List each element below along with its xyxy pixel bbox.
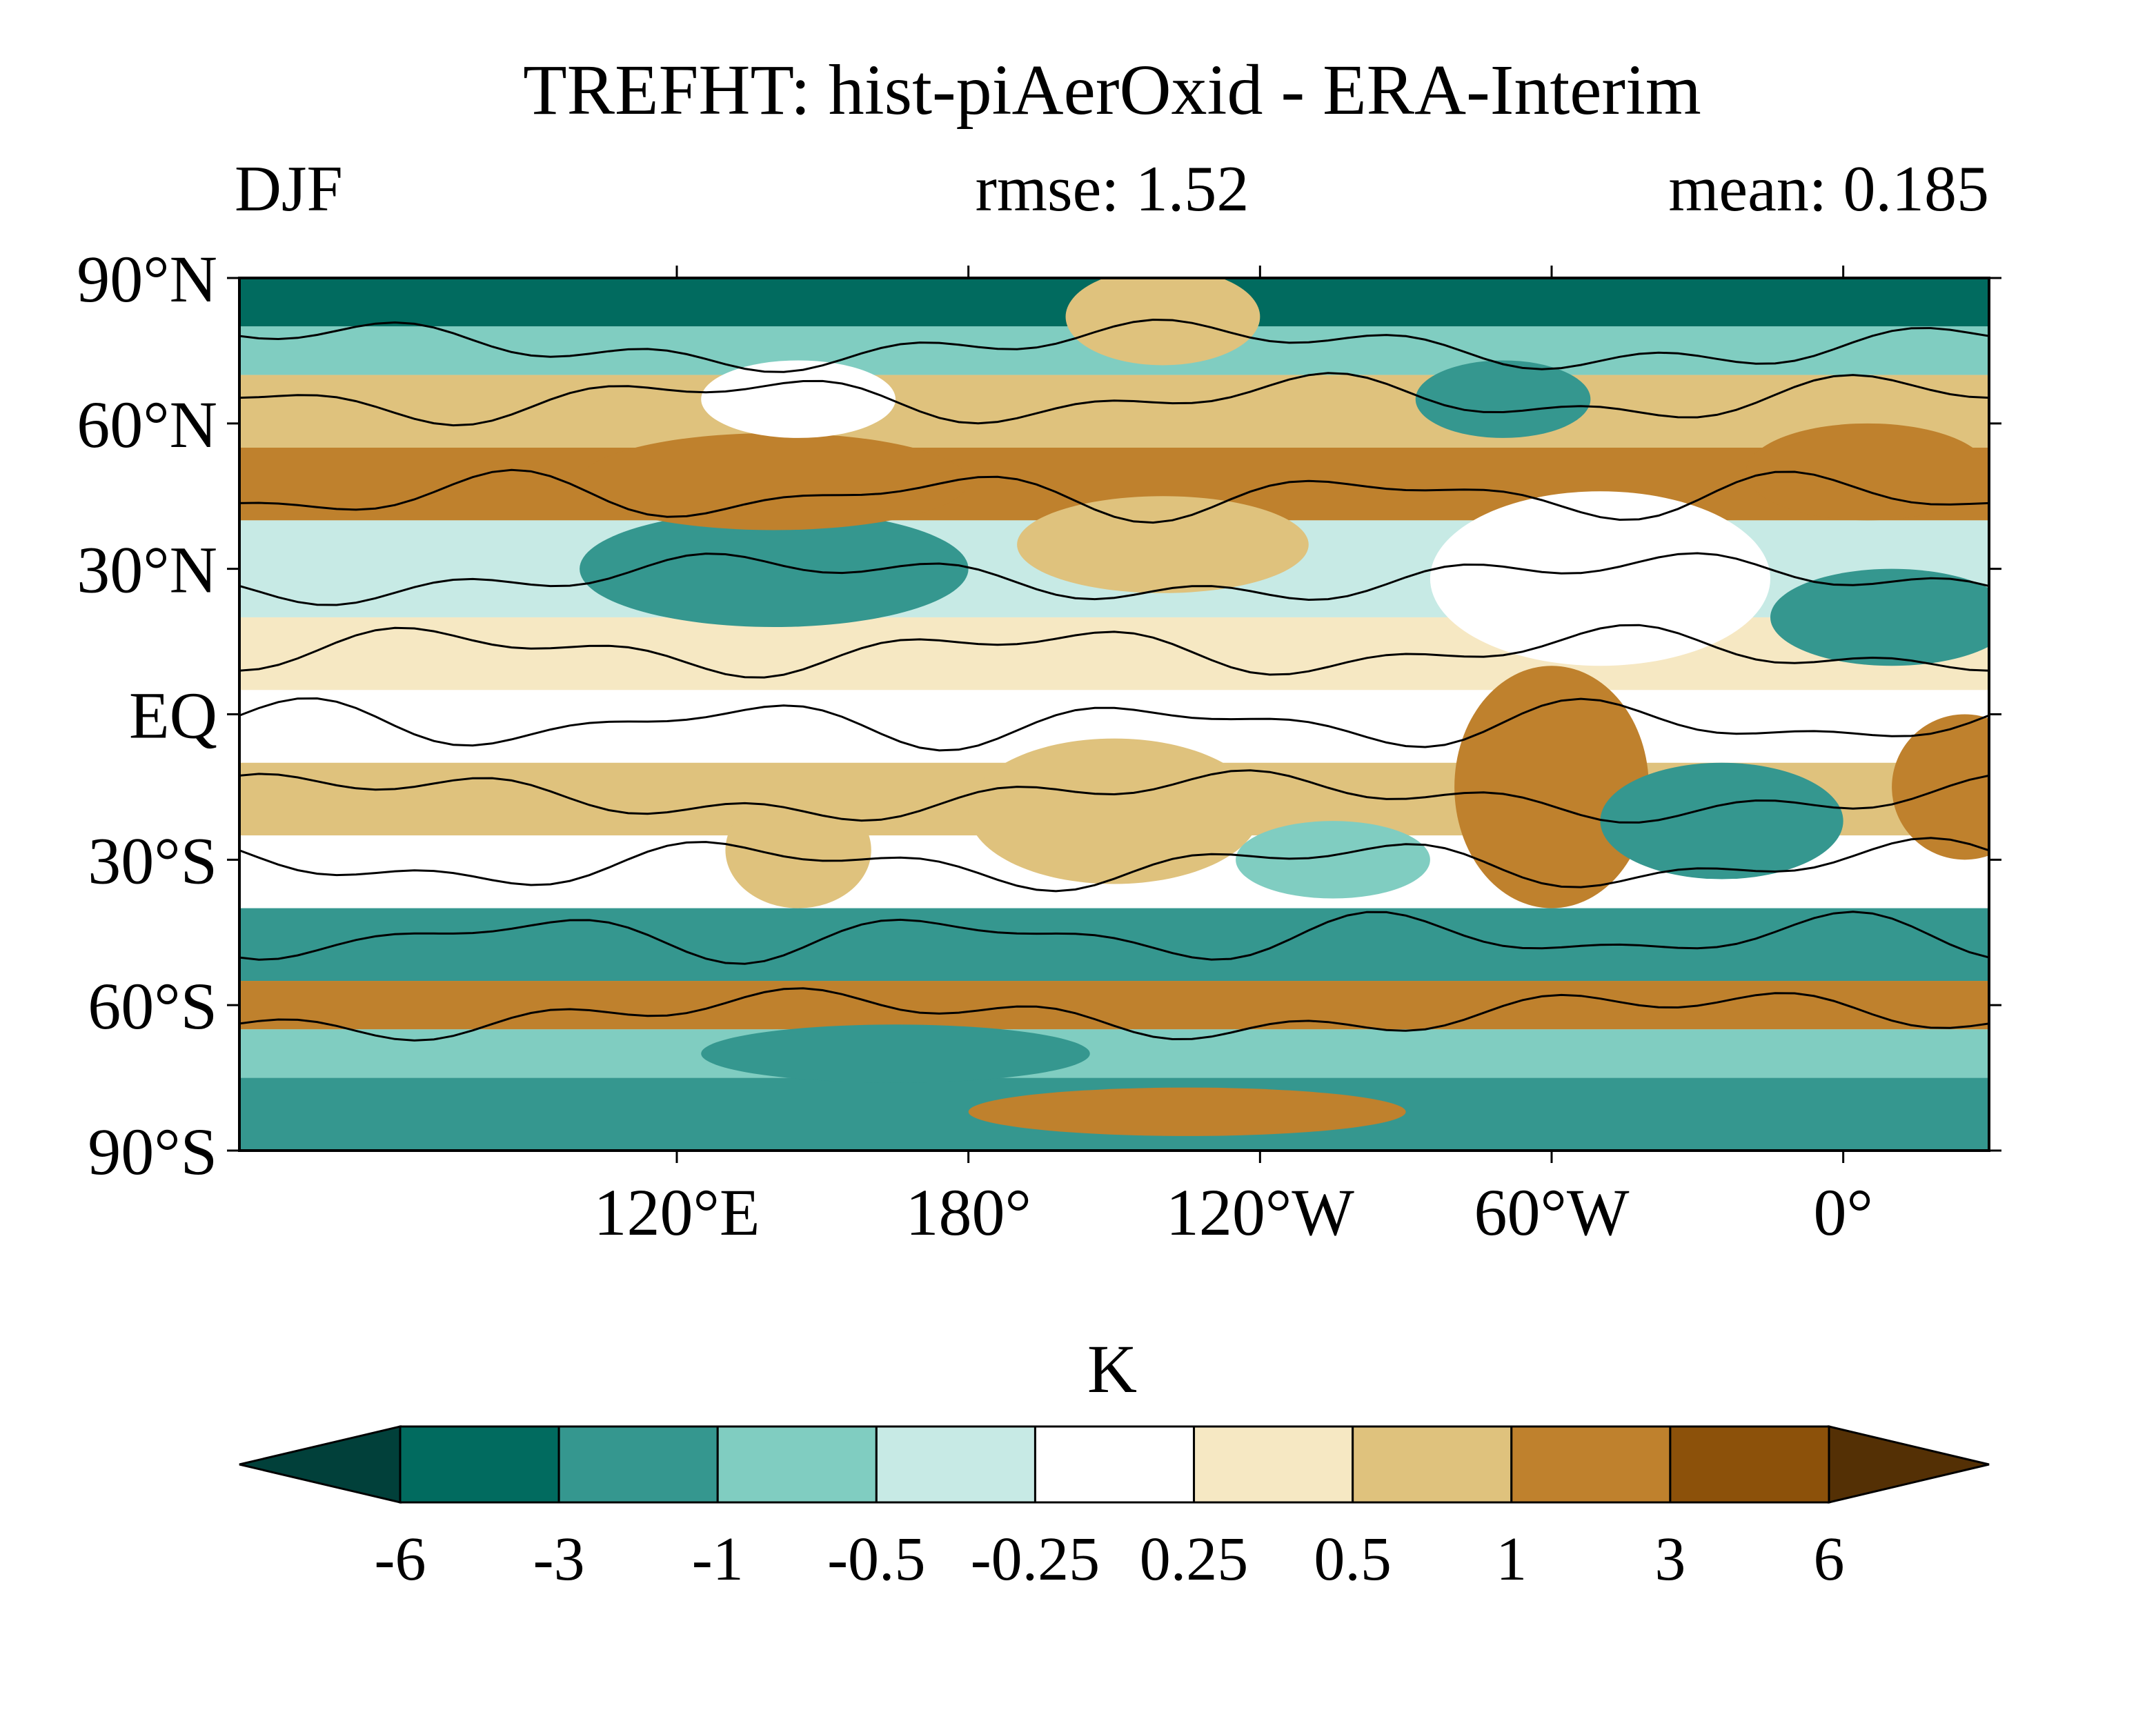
colorbar-tick-label-0: -6	[375, 1525, 426, 1593]
anomaly-patch-8	[1236, 821, 1430, 899]
colorbar-extend-high	[1828, 1425, 1990, 1504]
x-tick-label-1: 180°	[905, 1175, 1031, 1249]
y-tick-label-3: EQ	[129, 679, 217, 753]
x-tick-label-3: 60°W	[1474, 1175, 1630, 1249]
colorbar-tick-label-9: 6	[1814, 1525, 1845, 1593]
contour-line-6	[239, 769, 1989, 824]
colorbar-tick-label-5: 0.25	[1140, 1525, 1249, 1593]
y-tick-label-2: 30°N	[77, 533, 217, 607]
anomaly-patch-15	[725, 791, 871, 908]
contour-line-1	[239, 372, 1989, 427]
anomaly-patch-16	[701, 360, 896, 438]
latitude-bands	[239, 278, 1989, 1151]
colorbar-tick-label-3: -0.5	[827, 1525, 925, 1593]
contour-line-4	[239, 624, 1989, 679]
anomaly-patch-1	[1017, 496, 1309, 593]
y-tick-label-0: 90°N	[77, 242, 217, 316]
anomaly-patch-0	[580, 510, 969, 628]
x-axis: 120°E 180° 120°W 60°W 0°	[593, 266, 1873, 1249]
anomaly-patches	[580, 278, 1989, 1136]
anomaly-patch-6	[1892, 714, 1989, 860]
y-tick-label-1: 60°N	[77, 388, 217, 461]
anomaly-patch-7	[968, 738, 1260, 884]
colorbar-box-1	[557, 1425, 719, 1504]
contour-line-0	[239, 318, 1989, 373]
colorbar-tick-label-4: -0.25	[971, 1525, 1100, 1593]
rmse-label: rmse: 1.52	[976, 153, 1249, 225]
anomaly-patch-11	[1415, 360, 1591, 438]
colorbar: -6 -3 -1 -0.5 -0.25 0.25 0.5 1 3 6	[239, 1425, 1990, 1593]
colorbar-tick-label-8: 3	[1654, 1525, 1685, 1593]
contour-line-9	[239, 987, 1989, 1042]
colorbar-tick-label-1: -3	[533, 1525, 585, 1593]
band-10	[239, 981, 1989, 1030]
mean-label: mean: 0.185	[1668, 153, 1989, 225]
y-tick-label-6: 90°S	[88, 1115, 217, 1189]
anomaly-patch-3	[1770, 568, 1989, 666]
anomaly-patch-14	[968, 1087, 1406, 1136]
colorbar-tick-label-6: 0.5	[1314, 1525, 1392, 1593]
colorbar-box-8	[1669, 1425, 1830, 1504]
colorbar-box-0	[399, 1425, 560, 1504]
x-tick-label-2: 120°W	[1166, 1175, 1354, 1249]
colorbar-box-5	[1193, 1425, 1354, 1504]
anomaly-patch-13	[701, 1024, 1090, 1083]
colorbar-box-7	[1510, 1425, 1672, 1504]
anomaly-patch-10	[1065, 278, 1260, 366]
colorbar-box-3	[875, 1425, 1036, 1504]
colorbar-box-2	[716, 1425, 878, 1504]
anomaly-patch-2	[1430, 491, 1770, 666]
season-label: DJF	[235, 153, 343, 225]
band-11	[239, 1029, 1989, 1078]
contour-line-3	[239, 552, 1989, 606]
y-tick-label-5: 60°S	[88, 969, 217, 1043]
band-2	[239, 375, 1989, 448]
colorbar-box-4	[1034, 1425, 1196, 1504]
colorbar-tick-label-2: -1	[692, 1525, 744, 1593]
colorbar-extend-low	[239, 1425, 402, 1504]
y-axis: 90°N 60°N 30°N EQ 30°S 60°S 90°S	[77, 242, 2001, 1189]
contour-line-5	[239, 697, 1989, 752]
map-plot-area	[239, 278, 1989, 1151]
contour-line-8	[239, 911, 1989, 965]
anomaly-patch-4	[1454, 666, 1649, 908]
anomaly-patch-5	[1600, 762, 1843, 879]
colorbar-box-6	[1352, 1425, 1513, 1504]
colorbar-tick-label-7: 1	[1496, 1525, 1527, 1593]
contour-line-7	[239, 837, 1989, 893]
band-9	[239, 908, 1989, 982]
colorbar-unit-label: K	[1087, 1331, 1137, 1407]
contour-lines	[239, 318, 1989, 1042]
anomaly-patch-9	[580, 433, 969, 530]
contour-line-2	[239, 468, 1989, 524]
y-tick-label-4: 30°S	[88, 824, 217, 897]
anomaly-patch-12	[1745, 423, 1989, 521]
x-tick-label-0: 120°E	[593, 1175, 760, 1249]
chart-title: TREFHT: hist-piAerOxid - ERA-Interim	[523, 50, 1701, 130]
x-tick-label-4: 0°	[1813, 1175, 1872, 1249]
